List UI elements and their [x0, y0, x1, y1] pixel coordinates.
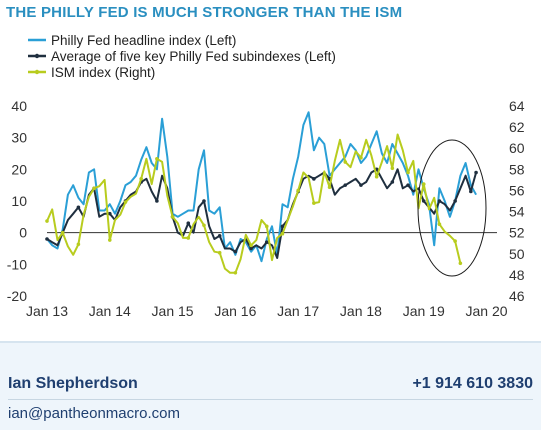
chart-area: 40 30 20 10 0 -10 -20 64 62 60 58 56 54 52 50 48 46 Jan 1…: [0, 24, 541, 336]
y-right-tick-label: 56: [509, 182, 525, 198]
series-point-1: [406, 183, 410, 187]
legend-label-2: ISM index (Right): [51, 65, 155, 80]
series-point-2: [123, 200, 128, 204]
series-line-2: [46, 133, 462, 274]
x-tick-label: Jan 16: [214, 303, 256, 319]
series-point-2: [390, 166, 395, 171]
highlight-ellipse: [417, 139, 487, 277]
series-point-1: [474, 170, 478, 175]
series-line-0: [46, 111, 477, 263]
x-tick-label: Jan 18: [340, 303, 382, 319]
series-point-2: [233, 270, 238, 275]
series-point-1: [233, 249, 238, 254]
series-point-2: [45, 219, 49, 223]
series-point-2: [76, 242, 81, 247]
series-point-2: [406, 170, 410, 175]
series-point-2: [312, 201, 316, 205]
series-point-2: [186, 236, 191, 240]
y-right-tick-label: 48: [509, 267, 525, 283]
legend-label-1: Average of five key Philly Fed subindexe…: [51, 49, 336, 64]
legend-label-0: Philly Fed headline index (Left): [51, 33, 236, 48]
series-point-2: [327, 185, 332, 190]
series-point-2: [437, 222, 442, 227]
series-point-1: [453, 199, 457, 203]
series-point-2: [458, 261, 463, 266]
footer-divider: [8, 399, 533, 400]
y-right-tick-label: 54: [509, 204, 525, 220]
y-right-tick-label: 62: [509, 119, 525, 135]
y-right-tick-label: 50: [509, 246, 525, 262]
series-point-1: [437, 199, 442, 203]
x-tick-label: Jan 20: [466, 303, 508, 319]
x-tick-label: Jan 17: [277, 303, 319, 319]
series-point-2: [107, 238, 112, 242]
series-point-1: [421, 199, 426, 203]
series-point-1: [45, 237, 49, 241]
series-point-1: [390, 180, 395, 184]
series-point-1: [469, 189, 473, 194]
chart-legend: Philly Fed headline index (Left)Average …: [28, 33, 336, 80]
y-left-tick-label: -10: [7, 256, 27, 272]
author-name: Ian Shepherdson: [8, 375, 138, 392]
y-left-tick-label: 20: [11, 161, 27, 177]
legend-marker-1: [34, 53, 40, 59]
series-point-2: [139, 177, 143, 181]
series-point-1: [107, 211, 112, 216]
series-point-2: [217, 250, 222, 255]
series-point-2: [170, 215, 175, 219]
series-point-1: [76, 205, 81, 210]
line-chart: 40 30 20 10 0 -10 -20 64 62 60 58 56 54 52 50 48 46 Jan 1…: [7, 33, 525, 319]
series-point-2: [359, 155, 363, 160]
series-point-2: [421, 182, 426, 186]
series-point-2: [453, 239, 457, 243]
series-point-2: [202, 223, 206, 228]
series-point-2: [60, 230, 65, 235]
y-right-tick-label: 52: [509, 225, 525, 241]
series-point-1: [249, 246, 253, 251]
phone-number[interactable]: +1 914 610 3830: [412, 375, 533, 392]
series-point-2: [280, 231, 285, 236]
series-point-1: [264, 240, 269, 244]
series-point-2: [249, 243, 253, 248]
y-right-tick-label: 46: [509, 288, 525, 304]
series-point-2: [92, 186, 96, 191]
y-left-tick-label: 0: [19, 225, 27, 241]
series-point-1: [202, 199, 206, 203]
x-tick-label: Jan 19: [403, 303, 445, 319]
series-point-2: [264, 224, 269, 229]
series-point-2: [374, 174, 379, 179]
series-point-2: [343, 160, 348, 164]
y-right-tick-label: 64: [509, 98, 525, 114]
legend-marker-2: [34, 69, 40, 75]
series-line-1: [46, 168, 478, 259]
x-tick-label: Jan 15: [152, 303, 194, 319]
series-point-2: [296, 188, 300, 193]
series-point-1: [343, 183, 348, 187]
y-right-tick-label: 58: [509, 161, 525, 177]
series-point-1: [155, 199, 159, 203]
x-tick-label: Jan 14: [89, 303, 131, 319]
chart-title: THE PHILLY FED IS MUCH STRONGER THAN THE…: [6, 4, 403, 21]
y-left-tick-label: -20: [7, 288, 27, 304]
series-point-1: [186, 221, 191, 225]
series-point-1: [217, 234, 222, 238]
series-point-1: [280, 224, 285, 229]
chart-series: [45, 111, 478, 275]
series-point-2: [155, 156, 159, 161]
footer: Ian Shepherdson +1 914 610 3830 ian@pant…: [0, 341, 541, 430]
x-tick-label: Jan 13: [26, 303, 68, 319]
y-left-tick-label: 10: [11, 193, 27, 209]
y-left-tick-label: 40: [11, 98, 27, 114]
y-left-tick-label: 30: [11, 130, 27, 146]
series-point-1: [312, 177, 316, 181]
chart-axes: 40 30 20 10 0 -10 -20 64 62 60 58 56 54 52 50 48 46 Jan 1…: [7, 98, 525, 319]
email-link[interactable]: ian@pantheonmacro.com: [8, 405, 180, 422]
series-point-1: [359, 183, 363, 187]
y-right-tick-label: 60: [509, 140, 525, 156]
